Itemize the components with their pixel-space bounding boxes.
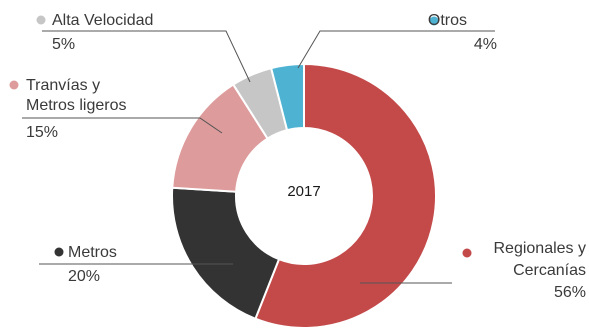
label-regionales-y-cercanias-line-1: Regionales y (494, 240, 587, 257)
label-tranvias-y-metros-ligeros-line-1: Tranvías y (26, 77, 100, 94)
value-metros: 20% (68, 268, 100, 285)
value-alta-velocidad: 5% (52, 36, 75, 53)
slice-otros (269, 62, 305, 132)
legend-dot-tranvias-y-metros-ligeros (9, 80, 19, 90)
legend-dot-alta-velocidad (36, 15, 46, 25)
label-otros: Otros (428, 12, 467, 29)
legend-dot-metros (54, 247, 64, 257)
label-regionales-y-cercanias-line-2: Cercanías (513, 262, 586, 279)
label-tranvias-y-metros-ligeros-line-2: Metros ligeros (26, 97, 126, 114)
value-otros: 4% (474, 36, 497, 53)
value-regionales-y-cercanias: 56% (554, 284, 586, 301)
value-tranvias-y-metros-ligeros: 15% (26, 124, 58, 141)
slice-metros (171, 186, 281, 321)
legend-dot-regionales-y-cercanias (462, 248, 472, 258)
legend-dot-otros (429, 16, 439, 26)
label-metros: Metros (68, 244, 117, 261)
leader-line-otros (297, 30, 495, 69)
leader-line-alta-velocidad (42, 30, 251, 83)
label-alta-velocidad: Alta Velocidad (52, 12, 153, 29)
slice-regionales-y-cercanias (254, 62, 437, 329)
leader-line-tranvias-y-metros-ligeros (22, 117, 223, 134)
center-year-label: 2017 (287, 183, 320, 200)
